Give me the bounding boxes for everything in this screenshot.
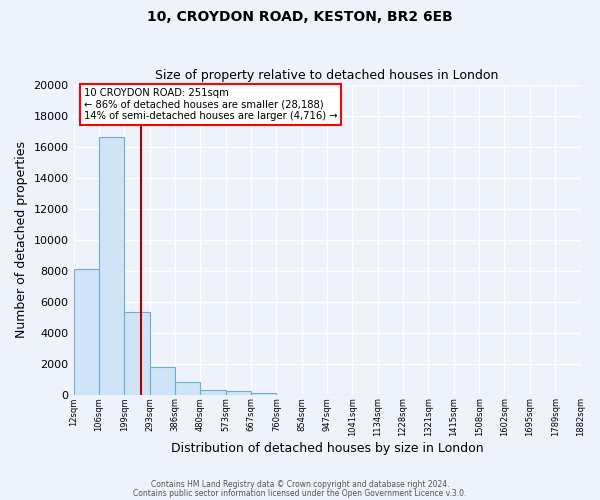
Bar: [74, 269, 99, 394]
X-axis label: Distribution of detached houses by size in London: Distribution of detached houses by size …: [171, 442, 484, 455]
Bar: [124, 312, 149, 394]
Text: 10 CROYDON ROAD: 251sqm
← 86% of detached houses are smaller (28,188)
14% of sem: 10 CROYDON ROAD: 251sqm ← 86% of detache…: [83, 88, 337, 121]
Bar: [251, 393, 277, 394]
Bar: [200, 390, 226, 394]
Text: 10, CROYDON ROAD, KESTON, BR2 6EB: 10, CROYDON ROAD, KESTON, BR2 6EB: [147, 10, 453, 24]
Bar: [175, 382, 200, 394]
Y-axis label: Number of detached properties: Number of detached properties: [15, 141, 28, 338]
Text: Contains public sector information licensed under the Open Government Licence v.: Contains public sector information licen…: [133, 488, 467, 498]
Text: Contains HM Land Registry data © Crown copyright and database right 2024.: Contains HM Land Registry data © Crown c…: [151, 480, 449, 489]
Bar: [99, 138, 124, 394]
Bar: [149, 366, 175, 394]
Bar: [226, 392, 251, 394]
Title: Size of property relative to detached houses in London: Size of property relative to detached ho…: [155, 69, 499, 82]
